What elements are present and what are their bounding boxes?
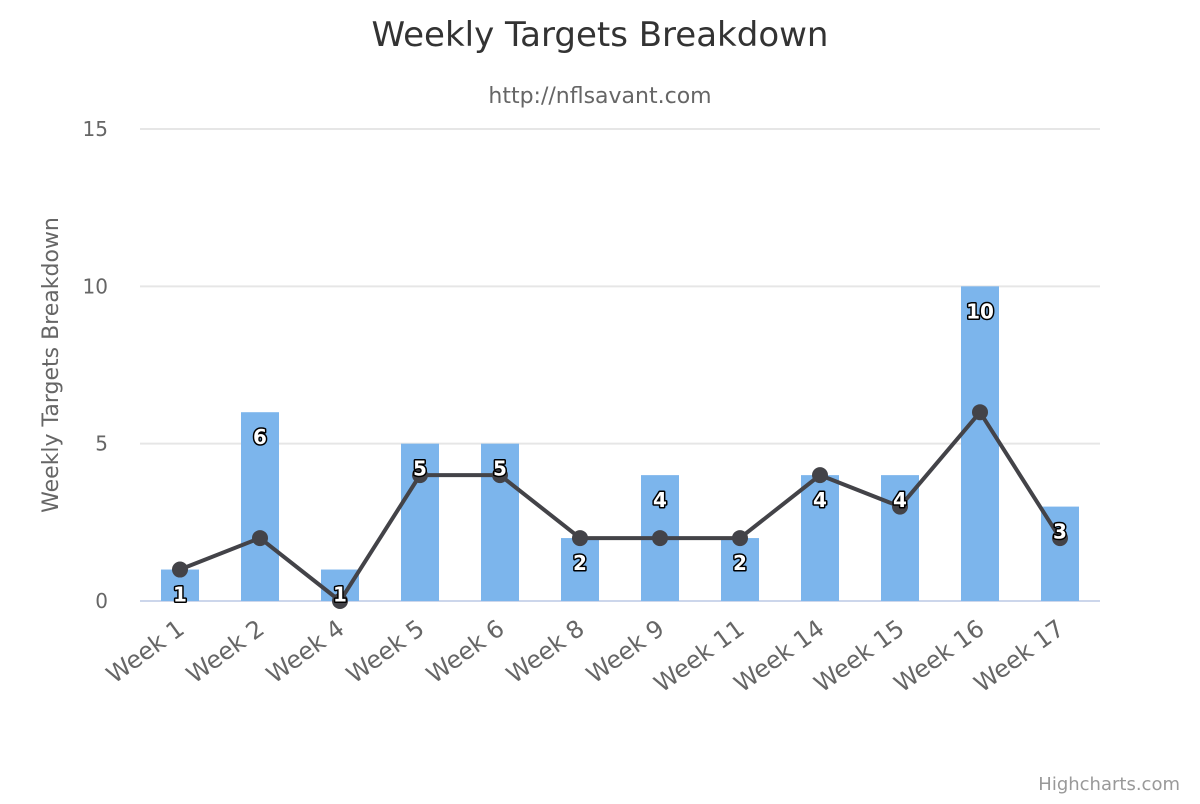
y-tick-label: 0 <box>95 589 108 613</box>
line-point[interactable] <box>1052 530 1068 547</box>
bar[interactable] <box>1041 506 1079 601</box>
line-point[interactable] <box>572 530 588 547</box>
y-tick-label: 5 <box>95 432 108 456</box>
chart-title: Weekly Targets Breakdown <box>372 15 829 55</box>
line-point[interactable] <box>892 498 908 515</box>
bar[interactable] <box>881 475 919 601</box>
line-point[interactable] <box>812 467 828 484</box>
line-point[interactable] <box>972 404 988 421</box>
x-tick-label: Week 4 <box>261 614 349 689</box>
x-tick-label: Week 1 <box>101 614 189 689</box>
bar[interactable] <box>721 538 759 601</box>
bar-data-label: 6 <box>253 425 267 449</box>
x-tick-label: Week 11 <box>649 614 750 698</box>
bar[interactable] <box>561 538 599 601</box>
line-point[interactable] <box>172 561 188 578</box>
x-tick-label: Week 5 <box>341 614 429 689</box>
y-axis-ticks: 0 5 10 15 <box>83 117 108 613</box>
bar-data-label: 3 <box>1053 520 1067 544</box>
bar-data-label: 2 <box>733 551 747 575</box>
line-series-path <box>179 410 1062 603</box>
x-tick-label: Week 15 <box>809 614 910 698</box>
bar-data-label: 5 <box>493 457 507 481</box>
x-tick-label: Week 6 <box>421 614 509 689</box>
bar-data-label: 4 <box>813 488 827 512</box>
y-axis-title: Weekly Targets Breakdown <box>39 217 64 513</box>
x-tick-label: Week 2 <box>181 614 269 689</box>
line-point[interactable] <box>412 467 428 484</box>
bar[interactable] <box>241 412 279 601</box>
bar[interactable] <box>801 475 839 601</box>
x-tick-label: Week 16 <box>889 614 990 698</box>
line-point[interactable] <box>652 530 668 547</box>
highcharts-credit[interactable]: Highcharts.com <box>1038 774 1180 795</box>
y-tick-label: 15 <box>83 117 108 141</box>
bar-data-label: 2 <box>573 551 587 575</box>
line-point[interactable] <box>252 530 268 547</box>
x-tick-label: Week 17 <box>969 614 1070 698</box>
chart-subtitle: http://nflsavant.com <box>488 84 711 109</box>
line-point[interactable] <box>732 530 748 547</box>
x-tick-label: Week 14 <box>729 614 830 698</box>
bar-data-label: 5 <box>413 457 427 481</box>
line-series <box>172 404 1068 609</box>
data-labels: 1 6 1 5 5 2 4 2 4 4 10 3 <box>172 298 1069 608</box>
y-tick-label: 10 <box>83 274 108 298</box>
bar-data-label: 4 <box>653 488 667 512</box>
bar-data-label: 1 <box>173 583 187 607</box>
bar-data-label: 10 <box>966 299 994 323</box>
line-point[interactable] <box>492 467 508 484</box>
bar[interactable] <box>961 286 999 601</box>
x-tick-label: Week 8 <box>501 614 589 689</box>
line-point[interactable] <box>332 593 348 609</box>
gridlines <box>140 128 1100 602</box>
bar-data-label: 4 <box>893 488 907 512</box>
bar-data-label: 1 <box>333 583 347 607</box>
